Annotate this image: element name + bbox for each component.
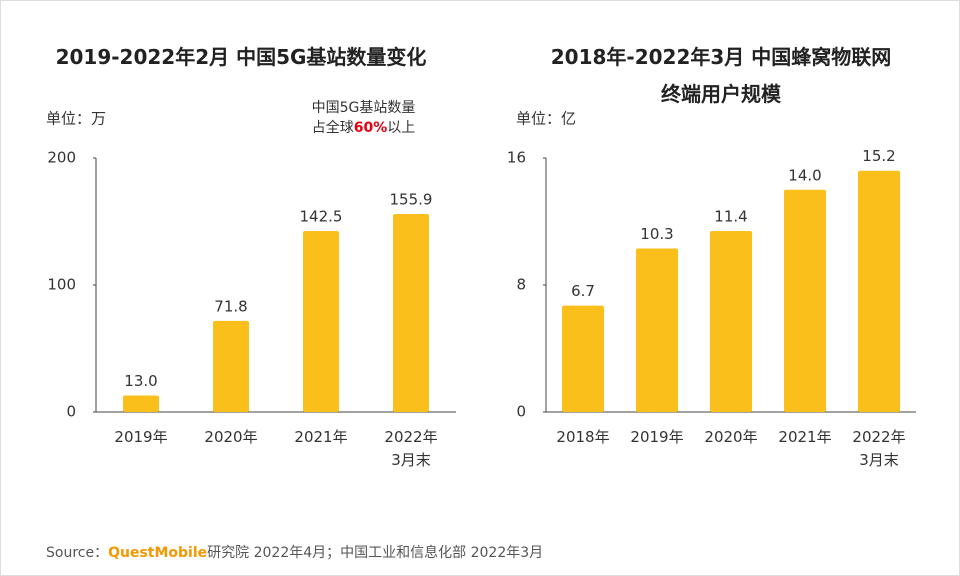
- y-tick-label: 100: [47, 276, 76, 294]
- y-tick-label: 200: [47, 149, 76, 167]
- annotation-line: 占全球60%以上: [291, 119, 436, 139]
- bar: [393, 214, 429, 412]
- x-tick-label: 2019年: [630, 428, 684, 446]
- bar: [710, 231, 752, 412]
- bar: [123, 395, 159, 412]
- value-label: 14.0: [788, 166, 821, 184]
- value-label: 15.2: [862, 147, 895, 165]
- value-label: 142.5: [300, 208, 343, 226]
- bar: [213, 320, 249, 412]
- annotation-text: 占全球: [311, 119, 354, 136]
- annotation-line: 中国5G基站数量: [311, 100, 416, 116]
- y-tick-label: 8: [516, 276, 526, 294]
- bar: [858, 170, 900, 412]
- footer: Source：QuestMobile研究院 2022年4月；中国工业和信息化部 …: [46, 542, 543, 562]
- x-tick-label: 2019年: [114, 428, 168, 446]
- footer-prefix: Source：: [46, 545, 109, 561]
- value-label: 11.4: [714, 208, 747, 226]
- x-tick-label: 2022年 3月末: [852, 428, 906, 470]
- x-tick-label: 2018年: [556, 428, 610, 446]
- annotation-highlight: 60%: [353, 119, 388, 136]
- bar: [784, 189, 826, 412]
- unit-label: 单位：亿: [516, 110, 576, 128]
- bar: [303, 231, 339, 412]
- bar: [636, 248, 678, 412]
- value-label: 155.9: [390, 191, 433, 209]
- y-tick-label: 0: [516, 403, 526, 421]
- x-tick-label: 2020年: [704, 428, 758, 446]
- annotation-text: 以上: [387, 119, 416, 136]
- footer-text: 研究院 2022年4月；中国工业和信息化部 2022年3月: [207, 545, 544, 561]
- bar: [562, 305, 604, 412]
- y-tick-label: 0: [66, 403, 76, 421]
- unit-label: 单位：万: [46, 110, 106, 128]
- footer-brand: QuestMobile: [108, 545, 208, 561]
- x-tick-label: 2022年 3月末: [384, 428, 438, 470]
- value-label: 10.3: [640, 225, 673, 243]
- x-tick-label: 2021年: [294, 428, 348, 446]
- x-tick-label: 2021年: [778, 428, 832, 446]
- value-label: 6.7: [571, 282, 595, 300]
- chart-title: 2019-2022年2月 中国5G基站数量变化: [55, 45, 427, 69]
- y-tick-label: 16: [507, 149, 526, 167]
- annotation: 中国5G基站数量 占全球60%以上: [291, 99, 436, 138]
- value-label: 13.0: [124, 372, 157, 390]
- value-label: 71.8: [214, 297, 247, 315]
- x-tick-label: 2020年: [204, 428, 258, 446]
- chart-title: 2018年-2022年3月 中国蜂窝物联网 终端用户规模: [550, 45, 892, 106]
